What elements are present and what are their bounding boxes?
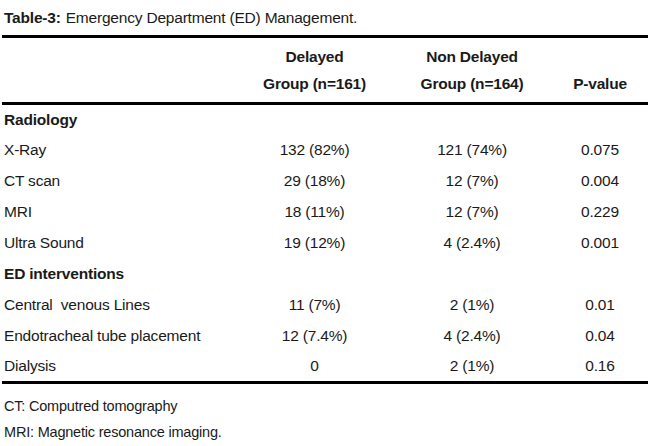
cell-non-delayed: 2 (1%) <box>392 352 552 383</box>
footnote-ct: CT: Computred tomography <box>4 393 648 419</box>
cell-p-value: 0.04 <box>552 321 648 352</box>
column-header-non-delayed-group: Non Delayed Group (n=164) <box>392 37 552 104</box>
ed-management-table: Delayed Group (n=161) Non Delayed Group … <box>2 35 648 384</box>
section-row: Radiology <box>2 104 648 135</box>
table-figure: Table-3: Emergency Department (ED) Manage… <box>0 0 650 446</box>
row-label: Endotracheal tube placement <box>2 321 237 352</box>
cell-p-value: 0.01 <box>552 290 648 321</box>
row-label: X-Ray <box>2 135 237 166</box>
table-row: Endotracheal tube placement12 (7.4%)4 (2… <box>2 321 648 352</box>
footnote-mri: MRI: Magnetic resonance imaging. <box>4 419 648 445</box>
cell-delayed: 132 (82%) <box>237 135 392 166</box>
cell-non-delayed: 4 (2.4%) <box>392 321 552 352</box>
column-header-p-value: P-value <box>552 37 648 104</box>
column-header-non-delayed-line1: Non Delayed <box>392 43 552 70</box>
cell-delayed: 18 (11%) <box>237 197 392 228</box>
cell-delayed: 11 (7%) <box>237 290 392 321</box>
cell-p-value <box>552 104 648 135</box>
table-caption-number: Table-3: <box>4 9 61 26</box>
cell-non-delayed: 4 (2.4%) <box>392 228 552 259</box>
cell-delayed: 12 (7.4%) <box>237 321 392 352</box>
cell-non-delayed: 12 (7%) <box>392 166 552 197</box>
row-label: MRI <box>2 197 237 228</box>
cell-p-value: 0.075 <box>552 135 648 166</box>
cell-delayed <box>237 259 392 290</box>
cell-non-delayed: 2 (1%) <box>392 290 552 321</box>
cell-p-value: 0.004 <box>552 166 648 197</box>
table-footnotes: CT: Computred tomography MRI: Magnetic r… <box>2 384 648 445</box>
cell-delayed: 0 <box>237 352 392 383</box>
column-header-delayed-line1: Delayed <box>237 43 392 70</box>
row-label: Radiology <box>2 104 237 135</box>
row-label: Dialysis <box>2 352 237 383</box>
row-label: Central venous Lines <box>2 290 237 321</box>
cell-p-value: 0.16 <box>552 352 648 383</box>
cell-non-delayed <box>392 104 552 135</box>
column-header-delayed-group: Delayed Group (n=161) <box>237 37 392 104</box>
column-header-delayed-line2: Group (n=161) <box>237 70 392 97</box>
cell-non-delayed: 121 (74%) <box>392 135 552 166</box>
cell-delayed <box>237 104 392 135</box>
cell-non-delayed <box>392 259 552 290</box>
row-label: ED interventions <box>2 259 237 290</box>
cell-p-value: 0.001 <box>552 228 648 259</box>
table-caption-text: Emergency Department (ED) Management. <box>66 9 358 26</box>
table-row: Ultra Sound19 (12%)4 (2.4%)0.001 <box>2 228 648 259</box>
column-header-non-delayed-line2: Group (n=164) <box>392 70 552 97</box>
table-row: Dialysis02 (1%)0.16 <box>2 352 648 383</box>
column-header-blank <box>2 37 237 104</box>
table-caption: Table-3: Emergency Department (ED) Manage… <box>2 6 648 35</box>
row-label: CT scan <box>2 166 237 197</box>
section-row: ED interventions <box>2 259 648 290</box>
table-row: CT scan29 (18%)12 (7%)0.004 <box>2 166 648 197</box>
table-row: Central venous Lines11 (7%)2 (1%)0.01 <box>2 290 648 321</box>
cell-p-value <box>552 259 648 290</box>
cell-delayed: 29 (18%) <box>237 166 392 197</box>
header-row: Delayed Group (n=161) Non Delayed Group … <box>2 37 648 104</box>
cell-p-value: 0.229 <box>552 197 648 228</box>
cell-delayed: 19 (12%) <box>237 228 392 259</box>
table-row: MRI18 (11%)12 (7%)0.229 <box>2 197 648 228</box>
row-label: Ultra Sound <box>2 228 237 259</box>
cell-non-delayed: 12 (7%) <box>392 197 552 228</box>
table-row: X-Ray132 (82%)121 (74%)0.075 <box>2 135 648 166</box>
